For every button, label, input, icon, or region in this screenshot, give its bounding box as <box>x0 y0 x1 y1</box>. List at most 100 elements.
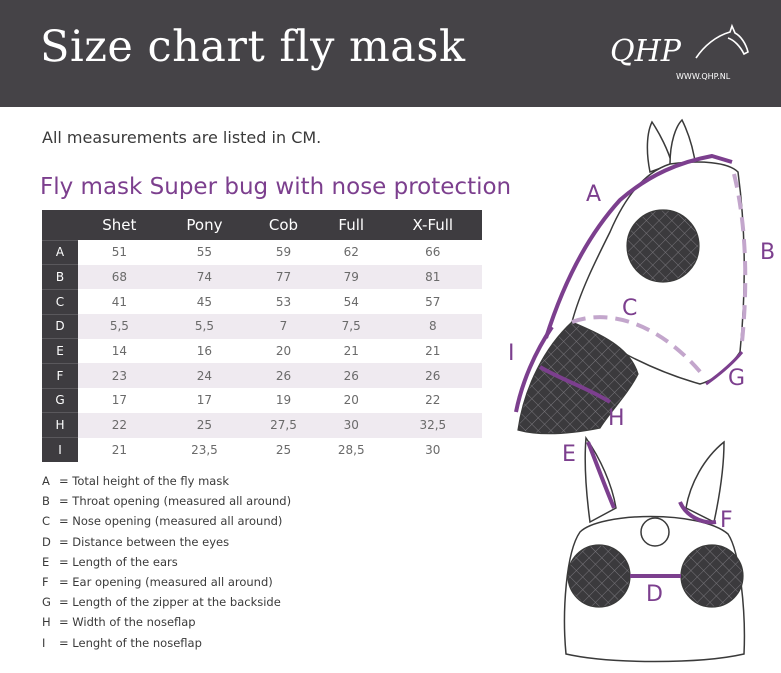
row-label: C <box>42 288 78 315</box>
legend-item: F = Ear opening (measured all around) <box>42 575 291 595</box>
table-cell: 66 <box>425 245 441 260</box>
table-cell: 21 <box>111 442 127 457</box>
size-table: Shet Pony Cob Full X-Full A 51 55 59 62 … <box>42 210 482 463</box>
measurement-note: All measurements are listed in CM. <box>42 128 322 147</box>
table-cell: 21 <box>425 344 441 359</box>
legend-text: = Throat opening (measured all around) <box>59 494 292 509</box>
legend-key: C <box>42 514 51 529</box>
table-cell: 22 <box>425 393 441 408</box>
column-header: Cob <box>248 210 319 240</box>
legend-item: G = Length of the zipper at the backside <box>42 595 291 615</box>
table-cell: 17 <box>111 393 127 408</box>
table-cell: 25 <box>275 442 292 457</box>
table-cell: 21 <box>343 344 359 359</box>
legend-item: D = Distance between the eyes <box>42 535 291 555</box>
table-cell: 32,5 <box>383 412 482 438</box>
row-label: B <box>42 264 78 290</box>
diagram-label-f: F <box>720 508 733 533</box>
table-cell: 53 <box>275 294 292 309</box>
qhp-logo: QHP WWW.QHP.NL <box>604 22 754 86</box>
table-cell: 51 <box>111 245 127 260</box>
table-cell: 27,5 <box>248 412 319 438</box>
table-cell: 16 <box>196 344 213 359</box>
table-cell: 30 <box>318 412 384 438</box>
table-cell: 26 <box>318 363 384 389</box>
legend-item: E = Length of the ears <box>42 555 291 575</box>
legend-key: G <box>42 595 51 610</box>
table-cell: 57 <box>425 294 441 309</box>
table-cell: 5,5 <box>160 314 249 339</box>
legend-key: F <box>42 574 49 589</box>
diagram-label-e: E <box>562 442 576 467</box>
table-cell: 41 <box>111 294 127 309</box>
table-cell: 68 <box>78 264 161 290</box>
table-cell: 77 <box>248 264 319 290</box>
legend-text: = Nose opening (measured all around) <box>59 514 283 529</box>
legend-key: I <box>42 635 46 650</box>
table-cell: 14 <box>111 344 127 359</box>
row-label: D <box>42 313 78 339</box>
table-cell: 7,5 <box>318 314 384 339</box>
horse-head-logo-icon <box>695 23 749 59</box>
legend-text: = Length of the ears <box>59 554 178 569</box>
legend-key: D <box>42 534 51 549</box>
table-corner-cell <box>42 210 78 240</box>
row-label: H <box>42 412 78 438</box>
legend-key: H <box>42 615 51 630</box>
fly-mask-illustrations: A B C I G H E F D <box>500 112 781 673</box>
legend-key: B <box>42 494 50 509</box>
header-banner: Size chart fly mask QHP WWW.QHP.NL <box>0 0 781 107</box>
row-label: F <box>42 362 78 389</box>
legend-text: = Width of the noseflap <box>59 615 196 630</box>
legend-item: A = Total height of the fly mask <box>42 474 291 494</box>
table-cell: 26 <box>383 363 482 389</box>
legend-item: H = Width of the noseflap <box>42 615 291 635</box>
front-view <box>563 435 746 663</box>
table-row: G 17 17 19 20 22 <box>42 387 482 413</box>
legend-key: A <box>42 474 50 488</box>
legend-text: = Lenght of the noseflap <box>59 635 202 650</box>
table-row: I 21 23,5 25 28,5 30 <box>42 437 482 463</box>
table-cell: 28,5 <box>337 442 365 457</box>
legend-item: B = Throat opening (measured all around) <box>42 494 291 514</box>
legend-item: C = Nose opening (measured all around) <box>42 514 291 534</box>
legend-text: = Distance between the eyes <box>59 534 230 549</box>
table-row: A 51 55 59 62 66 <box>42 239 482 265</box>
diagram-label-a: A <box>586 182 602 207</box>
logo-url: WWW.QHP.NL <box>676 72 731 81</box>
table-row: E 14 16 20 21 21 <box>42 338 482 364</box>
table-cell: 7 <box>248 314 319 339</box>
table-row: C 41 45 53 54 57 <box>42 288 482 315</box>
table-cell: 23,5 <box>191 442 218 457</box>
table-row: B 68 74 77 79 81 <box>42 264 482 290</box>
legend-text: = Length of the zipper at the backside <box>59 595 281 610</box>
table-cell: 74 <box>160 264 249 290</box>
table-cell: 62 <box>343 245 359 260</box>
row-label: E <box>42 338 78 364</box>
diagram-label-d: D <box>646 582 663 607</box>
table-row: D 5,5 5,5 7 7,5 8 <box>42 313 482 339</box>
column-header: Pony <box>160 210 249 240</box>
fly-mask-diagram-icon <box>514 118 748 663</box>
product-title: Fly mask Super bug with nose protection <box>40 174 512 200</box>
table-cell: 59 <box>275 245 292 260</box>
legend-text: = Ear opening (measured all around) <box>59 574 273 589</box>
table-cell: 24 <box>160 363 249 389</box>
table-cell: 8 <box>383 314 482 339</box>
table-cell: 30 <box>425 442 441 457</box>
table-cell: 25 <box>160 412 249 438</box>
table-cell: 81 <box>383 264 482 290</box>
table-cell: 20 <box>275 344 292 359</box>
diagram-label-c: C <box>622 296 638 321</box>
logo-text: QHP <box>610 34 681 69</box>
diagram-label-g: G <box>728 366 746 391</box>
table-cell: 79 <box>318 264 384 290</box>
legend-item: I = Lenght of the noseflap <box>42 636 291 656</box>
table-header-row: Shet Pony Cob Full X-Full <box>42 210 482 240</box>
row-label: I <box>42 437 78 463</box>
row-label: G <box>42 387 78 413</box>
legend-text: = Total height of the fly mask <box>59 474 229 488</box>
table-row: H 22 25 27,5 30 32,5 <box>42 412 482 438</box>
column-header: X-Full <box>383 210 482 240</box>
table-cell: 20 <box>343 393 359 408</box>
